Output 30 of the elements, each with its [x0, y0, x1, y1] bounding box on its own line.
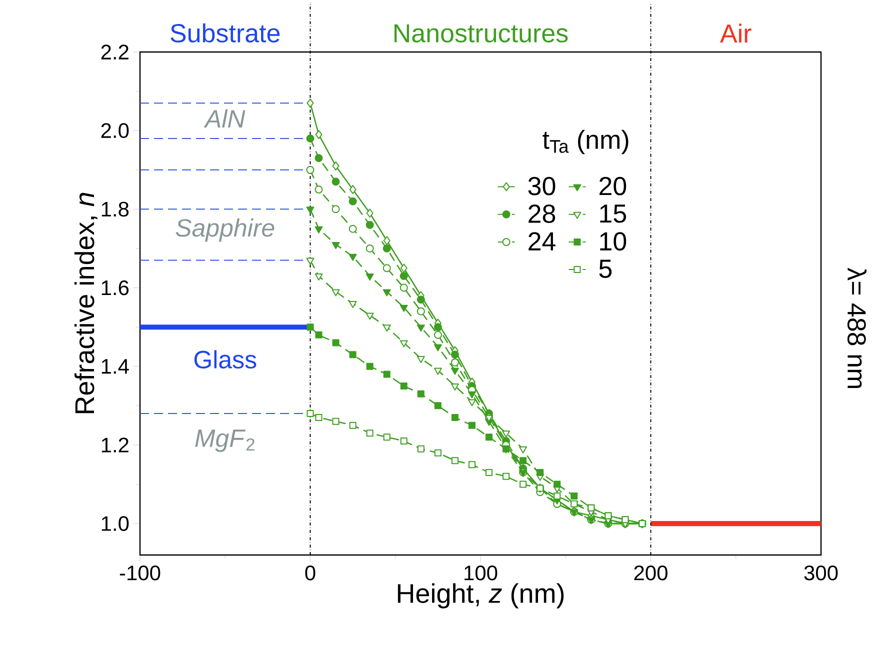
x-tick-label: 200	[634, 566, 668, 580]
annotation: AlN	[204, 109, 246, 128]
y-tick-label: 1.0	[102, 516, 129, 531]
y-tick-label: 2.0	[101, 123, 129, 138]
text: Substrate	[170, 23, 280, 42]
text: Nanostructures	[394, 24, 568, 42]
legend-label: 24	[528, 232, 556, 250]
annotation: Glass	[194, 350, 256, 369]
y-tick-label: 2.2	[101, 44, 128, 60]
y-tick-label: 1.4	[102, 359, 129, 374]
annotation: Sapphire	[176, 218, 274, 242]
x-tick-label: -100	[120, 566, 160, 580]
legend-label: 15	[600, 204, 626, 223]
text: Air	[720, 24, 752, 42]
text: λ= 488 nm	[847, 268, 867, 388]
y-axis-title: Refractive index, n	[74, 192, 98, 414]
x-tick-label: 100	[464, 566, 498, 580]
x-axis-title: Height, z (nm)	[398, 583, 564, 608]
annotation: MgF$_{2}$	[195, 430, 254, 452]
x-tick-label: 0	[305, 566, 316, 580]
y-tick-label: 1.8	[102, 202, 129, 217]
legend-label: 5	[599, 260, 612, 278]
legend-title: t$_{Ta}$ (nm)	[542, 130, 628, 154]
legend-label: 10	[600, 232, 626, 251]
legend-label: 20	[600, 176, 626, 196]
legend-label: 28	[528, 204, 556, 223]
legend-label: 30	[528, 176, 556, 196]
y-tick-label: 1.6	[102, 280, 129, 296]
x-tick-label: 300	[804, 566, 838, 580]
y-tick-label: 1.2	[102, 438, 128, 452]
